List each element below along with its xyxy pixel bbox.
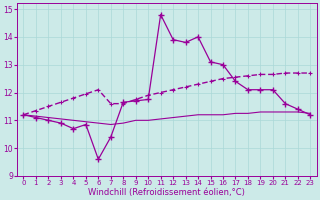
X-axis label: Windchill (Refroidissement éolien,°C): Windchill (Refroidissement éolien,°C) (88, 188, 245, 197)
